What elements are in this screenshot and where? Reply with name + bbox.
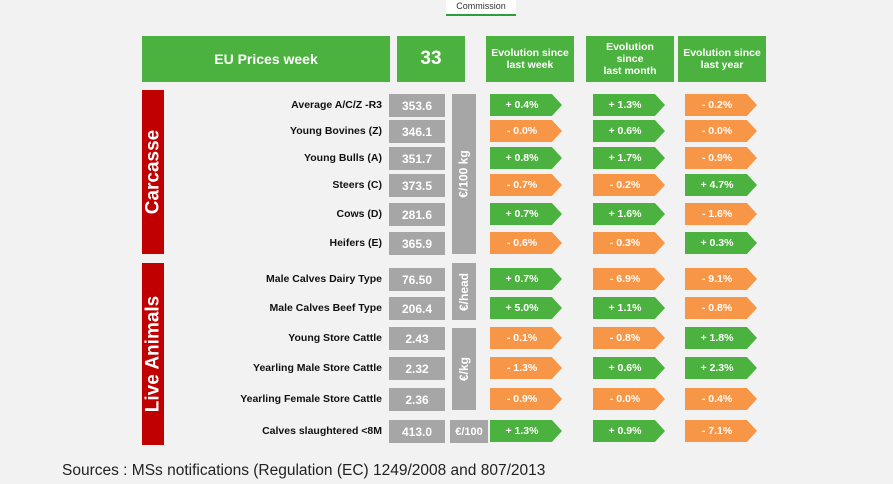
- row-label: Male Calves Beef Type: [269, 302, 382, 314]
- unit-per-100kg-label: €/100 kg: [457, 150, 471, 198]
- row-value: 2.43: [389, 327, 445, 350]
- evolution-week-arrow: - 0.9%: [490, 388, 562, 410]
- row-label: Young Store Cattle: [288, 332, 382, 344]
- week-number: 33: [397, 36, 465, 82]
- section-carcasse-label: Carcasse: [142, 129, 163, 215]
- row-label: Calves slaughtered <8M: [262, 425, 382, 437]
- evolution-year-arrow: + 0.3%: [685, 232, 757, 254]
- evolution-week-arrow: + 1.3%: [490, 420, 562, 442]
- evolution-year-arrow: - 9.1%: [685, 268, 757, 290]
- row-value: 2.36: [389, 388, 445, 411]
- row-value: 353.6: [389, 94, 445, 117]
- row-value: 365.9: [389, 232, 445, 255]
- unit-per-100: €/100: [450, 420, 488, 443]
- evolution-month-arrow: + 0.6%: [593, 120, 665, 142]
- evolution-year-arrow: - 0.9%: [685, 147, 757, 169]
- evolution-week-arrow: + 0.7%: [490, 268, 562, 290]
- row-value: 206.4: [389, 297, 445, 320]
- evolution-month-arrow: + 1.3%: [593, 94, 665, 116]
- evolution-month-arrow: - 0.3%: [593, 232, 665, 254]
- evolution-year-arrow: - 7.1%: [685, 420, 757, 442]
- evolution-year-arrow: + 1.8%: [685, 327, 757, 349]
- evolution-year-arrow: + 4.7%: [685, 174, 757, 196]
- evolution-week-arrow: - 0.1%: [490, 327, 562, 349]
- section-live-animals: Live Animals: [142, 263, 164, 445]
- header-evolution-month: Evolution since last month: [586, 36, 674, 82]
- evolution-month-arrow: + 1.1%: [593, 297, 665, 319]
- unit-per-head-label: €/head: [457, 272, 472, 311]
- evolution-month-arrow: + 0.6%: [593, 357, 665, 379]
- evolution-week-arrow: + 0.4%: [490, 94, 562, 116]
- section-live-label: Live Animals: [142, 295, 164, 413]
- evolution-week-arrow: - 0.0%: [490, 120, 562, 142]
- row-label: Heifers (E): [329, 237, 382, 249]
- evolution-week-arrow: + 5.0%: [490, 297, 562, 319]
- evolution-month-arrow: - 0.0%: [593, 388, 665, 410]
- row-label: Cows (D): [336, 208, 383, 220]
- evolution-month-arrow: + 0.9%: [593, 420, 665, 442]
- unit-per-kg-label: €/kg: [457, 356, 472, 382]
- evolution-month-arrow: - 0.8%: [593, 327, 665, 349]
- evolution-week-arrow: + 0.8%: [490, 147, 562, 169]
- row-value: 76.50: [389, 268, 445, 291]
- evolution-year-arrow: - 0.2%: [685, 94, 757, 116]
- evolution-month-arrow: - 6.9%: [593, 268, 665, 290]
- row-label: Young Bovines (Z): [290, 125, 382, 137]
- evolution-week-arrow: - 0.6%: [490, 232, 562, 254]
- header-evolution-year: Evolution since last year: [678, 36, 766, 82]
- row-label: Steers (C): [332, 179, 382, 191]
- row-value: 351.7: [389, 147, 445, 170]
- evolution-month-arrow: + 1.7%: [593, 147, 665, 169]
- row-value: 373.5: [389, 174, 445, 197]
- row-label: Average A/C/Z -R3: [291, 99, 382, 111]
- evolution-year-arrow: - 0.8%: [685, 297, 757, 319]
- row-label: Yearling Female Store Cattle: [240, 393, 382, 405]
- evolution-year-arrow: - 0.4%: [685, 388, 757, 410]
- evolution-month-arrow: - 0.2%: [593, 174, 665, 196]
- unit-per-head: €/head: [452, 263, 476, 320]
- evolution-week-arrow: + 0.7%: [490, 203, 562, 225]
- sources-note: Sources : MSs notifications (Regulation …: [62, 462, 546, 479]
- row-label: Yearling Male Store Cattle: [253, 362, 382, 374]
- evolution-year-arrow: - 0.0%: [685, 120, 757, 142]
- eu-prices-title: EU Prices week: [142, 36, 390, 82]
- row-label: Young Bulls (A): [304, 152, 382, 164]
- row-value: 281.6: [389, 203, 445, 226]
- unit-per-100kg: €/100 kg: [452, 94, 476, 254]
- header-evolution-week: Evolution since last week: [486, 36, 574, 82]
- evolution-year-arrow: + 2.3%: [685, 357, 757, 379]
- row-value: 2.32: [389, 357, 445, 380]
- commission-tab: Commission: [446, 0, 516, 16]
- row-value: 346.1: [389, 120, 445, 143]
- section-carcasse: Carcasse: [142, 90, 164, 254]
- evolution-month-arrow: + 1.6%: [593, 203, 665, 225]
- row-label: Male Calves Dairy Type: [266, 273, 382, 285]
- evolution-week-arrow: - 0.7%: [490, 174, 562, 196]
- row-value: 413.0: [389, 420, 445, 443]
- evolution-year-arrow: - 1.6%: [685, 203, 757, 225]
- unit-per-kg: €/kg: [452, 328, 476, 410]
- evolution-week-arrow: - 1.3%: [490, 357, 562, 379]
